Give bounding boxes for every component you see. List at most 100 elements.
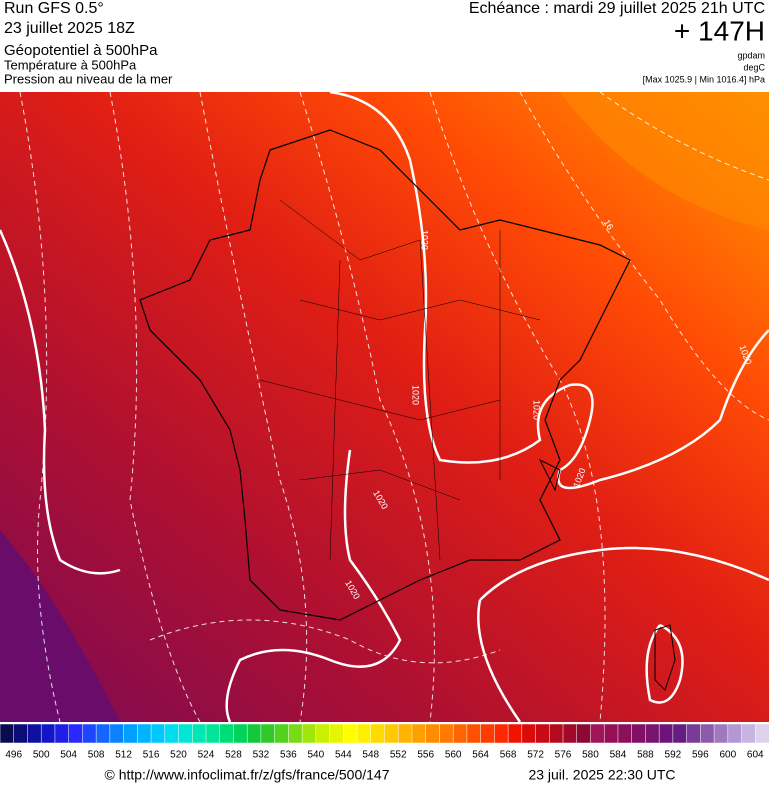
colorbar-swatch: [54, 723, 70, 744]
colorbar-label: 540: [307, 750, 324, 761]
colorbar-swatch: [260, 723, 276, 744]
lead-time: + 147H: [674, 15, 765, 46]
colorbar-swatch: [700, 723, 715, 744]
colorbar-swatch: [617, 723, 633, 744]
colorbar-swatch: [329, 723, 344, 744]
colorbar-label: 560: [445, 750, 462, 761]
colorbar-swatch: [755, 723, 769, 744]
colorbar-label: 576: [555, 750, 572, 761]
colorbar-swatch: [288, 723, 303, 744]
colorbar-swatch: [109, 723, 125, 744]
coastline: [139, 129, 631, 621]
colorbar-label: 592: [665, 750, 682, 761]
echeance: Echéance : mardi 29 juillet 2025 21h UTC: [469, 0, 765, 17]
colorbar-swatch: [645, 723, 660, 744]
unit: degC: [743, 62, 765, 72]
colorbar-swatch: [494, 723, 509, 744]
colorbar-swatch: [576, 723, 592, 744]
colorbar-label: 580: [582, 750, 599, 761]
temperature-field: [0, 92, 769, 722]
contour-label: 1020: [420, 230, 430, 250]
colorbar-label: 496: [5, 750, 22, 761]
colorbar-label: 556: [417, 750, 434, 761]
colorbar-swatch: [192, 723, 207, 744]
colorbar-label: 532: [253, 750, 270, 761]
colorbar-label: 512: [115, 750, 132, 761]
islands: [538, 458, 676, 691]
field: Température à 500hPa: [4, 57, 137, 72]
colorbar-label: 564: [472, 750, 489, 761]
colorbar-label: 552: [390, 750, 407, 761]
colorbar-swatch: [590, 723, 605, 744]
colorbar-swatch: [343, 723, 358, 744]
colorbar-swatch: [233, 723, 248, 744]
colorbar-swatch: [713, 723, 729, 744]
colorbar-swatch: [150, 723, 166, 744]
colorbar-swatch: [658, 723, 674, 744]
colorbar-swatch: [178, 723, 193, 744]
colorbar-swatch: [521, 723, 537, 744]
colorbar-label: 588: [637, 750, 654, 761]
colorbar-swatch: [137, 723, 152, 744]
colorbar-label: 504: [60, 750, 77, 761]
colorbar-label: 596: [692, 750, 709, 761]
map: [0, 92, 769, 722]
colorbar-label: 600: [719, 750, 736, 761]
colorbar-label: 528: [225, 750, 242, 761]
colorbar-swatch: [68, 723, 83, 744]
departments: [259, 199, 541, 561]
colorbar-swatch: [219, 723, 234, 744]
colorbar-swatch: [205, 723, 221, 744]
colorbar-label: 584: [610, 750, 627, 761]
colorbar-swatch: [452, 723, 468, 744]
colorbar-swatch: [315, 723, 331, 744]
colorbar-label: 568: [500, 750, 517, 761]
colorbar-swatch: [356, 723, 372, 744]
field: Pression au niveau de la mer: [4, 71, 173, 86]
pressure-range: [Max 1025.9 | Min 1016.4] hPa: [643, 74, 765, 84]
colorbar-swatch: [164, 723, 180, 744]
field: Géopotentiel à 500hPa: [4, 42, 158, 59]
colorbar-swatch: [123, 723, 138, 744]
colorbar-swatch: [0, 723, 15, 744]
colorbar-label: 524: [198, 750, 215, 761]
colorbar-swatch: [411, 723, 427, 744]
warm-zone: [560, 92, 769, 230]
colorbar-swatch: [480, 723, 495, 744]
colorbar-swatch: [13, 723, 29, 744]
source-url: © http://www.infoclimat.fr/z/gfs/france/…: [105, 767, 390, 783]
colorbar-swatch: [631, 723, 646, 744]
colorbar-swatch: [425, 723, 440, 744]
colorbar-label: 520: [170, 750, 187, 761]
colorbar-swatch: [507, 723, 523, 744]
colorbar-swatch: [301, 723, 317, 744]
colorbar-swatch: [82, 723, 97, 744]
timestamp: 23 juil. 2025 22:30 UTC: [528, 767, 675, 783]
colorbar-label: 516: [143, 750, 160, 761]
colorbar-swatch: [27, 723, 42, 744]
unit: gpdam: [737, 50, 765, 60]
run-date: 23 juillet 2025 18Z: [4, 20, 135, 37]
colorbar-swatch: [40, 723, 56, 744]
contour-label: 1020: [532, 400, 542, 420]
run: Run GFS 0.5°: [4, 0, 104, 17]
colorbar-swatch: [727, 723, 743, 744]
colorbar-label: 604: [747, 750, 764, 761]
colorbar-swatch: [384, 723, 399, 744]
colorbar-swatch: [741, 723, 756, 744]
colorbar-label: 548: [362, 750, 379, 761]
cold-zone: [0, 530, 120, 722]
colorbar-swatch: [439, 723, 454, 744]
colorbar-swatch: [246, 723, 262, 744]
colorbar-swatch: [397, 723, 413, 744]
isobars: [0, 92, 769, 722]
colorbar-swatch: [274, 723, 289, 744]
colorbar-label: 544: [335, 750, 352, 761]
colorbar-label: 572: [527, 750, 544, 761]
colorbar-swatch: [535, 723, 550, 744]
colorbar-label: 536: [280, 750, 297, 761]
colorbar-swatch: [95, 723, 111, 744]
colorbar-swatch: [370, 723, 386, 744]
contour-label: 16: [602, 218, 616, 232]
